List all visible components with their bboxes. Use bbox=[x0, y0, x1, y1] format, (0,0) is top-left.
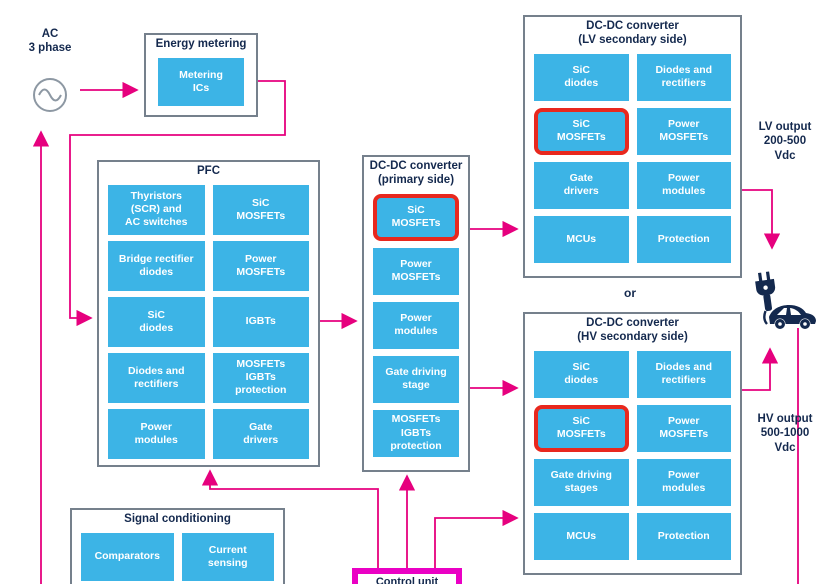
component-cell: Gate drivers bbox=[212, 408, 309, 459]
signal-conditioning-block: Signal conditioning Comparators Current … bbox=[70, 508, 285, 584]
component-cell-highlighted: SiC MOSFETs bbox=[534, 107, 629, 155]
component-cell: SiC diodes bbox=[108, 296, 205, 347]
ac-source-icon bbox=[33, 78, 67, 112]
component-cell: Current sensing bbox=[181, 532, 274, 581]
ac-input-label: AC 3 phase bbox=[28, 28, 72, 55]
component-cell: Diodes and rectifiers bbox=[108, 352, 205, 403]
component-cell: Diodes and rectifiers bbox=[636, 53, 731, 101]
component-cell: MCUs bbox=[534, 512, 629, 560]
component-cell: SiC diodes bbox=[534, 53, 629, 101]
ev-charging-icons bbox=[755, 271, 816, 329]
component-cell: MOSFETs IGBTs protection bbox=[373, 409, 459, 457]
component-cell: Protection bbox=[636, 512, 731, 560]
block-title: Energy metering bbox=[155, 38, 247, 50]
component-cell: MOSFETs IGBTs protection bbox=[212, 352, 309, 403]
dcdc-hv-secondary-block: DC-DC converter (HV secondary side) SiC … bbox=[523, 312, 742, 575]
component-cell: Gate driving stages bbox=[534, 458, 629, 506]
component-cell: Metering ICs bbox=[158, 57, 244, 106]
component-cell: Protection bbox=[636, 215, 731, 263]
component-cell: Power MOSFETs bbox=[636, 404, 731, 452]
block-title: PFC bbox=[197, 165, 220, 177]
component-cell: SiC diodes bbox=[534, 350, 629, 398]
block-title: Signal conditioning bbox=[124, 513, 231, 525]
component-cell: Bridge rectifier diodes bbox=[108, 240, 205, 291]
component-cell: MCUs bbox=[534, 215, 629, 263]
car-icon bbox=[769, 305, 816, 329]
component-cell: SiC MOSFETs bbox=[212, 184, 309, 235]
block-title: Control unit bbox=[375, 576, 439, 584]
component-cell: Power modules bbox=[636, 458, 731, 506]
pfc-block: PFC Thyristors (SCR) and AC switches SiC… bbox=[97, 160, 320, 467]
component-cell: Power modules bbox=[108, 408, 205, 459]
hv-output-label: HV output 500-1000 Vdc bbox=[757, 413, 813, 454]
control-unit-block: Control unit bbox=[352, 568, 462, 584]
component-cell: Power modules bbox=[373, 301, 459, 349]
component-cell: Power modules bbox=[636, 161, 731, 209]
block-title: DC-DC converter (primary side) bbox=[369, 160, 463, 186]
lv-output-label: LV output 200-500 Vdc bbox=[758, 121, 812, 162]
component-cell-highlighted: SiC MOSFETs bbox=[534, 404, 629, 452]
component-cell-highlighted: SiC MOSFETs bbox=[373, 193, 459, 241]
block-title: DC-DC converter (LV secondary side) bbox=[578, 20, 687, 46]
dcdc-primary-block: DC-DC converter (primary side) SiC MOSFE… bbox=[362, 155, 470, 472]
component-cell: Power MOSFETs bbox=[373, 247, 459, 295]
component-cell: Gate drivers bbox=[534, 161, 629, 209]
component-cell: IGBTs bbox=[212, 296, 309, 347]
component-cell: Power MOSFETs bbox=[636, 107, 731, 155]
block-title: DC-DC converter (HV secondary side) bbox=[577, 317, 688, 343]
component-cell: Comparators bbox=[81, 532, 174, 581]
dcdc-lv-secondary-block: DC-DC converter (LV secondary side) SiC … bbox=[523, 15, 742, 278]
component-cell: Diodes and rectifiers bbox=[636, 350, 731, 398]
component-cell: Thyristors (SCR) and AC switches bbox=[108, 184, 205, 235]
component-cell: Gate driving stage bbox=[373, 355, 459, 403]
energy-metering-block: Energy metering Metering ICs bbox=[144, 33, 258, 117]
component-cell: Power MOSFETs bbox=[212, 240, 309, 291]
plug-icon bbox=[755, 271, 776, 325]
or-label: or bbox=[624, 286, 636, 300]
